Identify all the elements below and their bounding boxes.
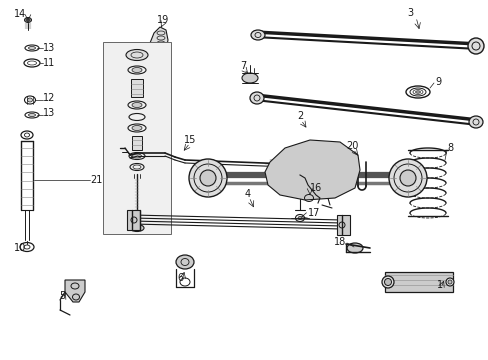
Text: 11: 11 — [43, 58, 55, 68]
Text: 6: 6 — [177, 273, 183, 283]
Text: 13: 13 — [43, 108, 55, 118]
Polygon shape — [150, 27, 168, 53]
Ellipse shape — [415, 91, 420, 93]
Text: 9: 9 — [434, 77, 440, 87]
Text: 14: 14 — [14, 9, 26, 19]
Text: 17: 17 — [307, 208, 320, 218]
Ellipse shape — [381, 276, 393, 288]
Ellipse shape — [132, 126, 142, 131]
Ellipse shape — [176, 255, 194, 269]
Text: 15: 15 — [183, 135, 196, 145]
Bar — [131, 79, 142, 97]
Text: 7: 7 — [240, 61, 245, 71]
Text: 5: 5 — [59, 291, 65, 301]
Text: 3: 3 — [406, 8, 412, 18]
Ellipse shape — [24, 18, 31, 23]
Text: 16: 16 — [309, 183, 322, 193]
Text: 19: 19 — [157, 15, 169, 25]
Ellipse shape — [189, 159, 226, 197]
Ellipse shape — [399, 170, 415, 186]
Ellipse shape — [132, 68, 142, 72]
Text: 20: 20 — [345, 141, 357, 151]
Text: 12: 12 — [43, 93, 55, 103]
Text: 18: 18 — [333, 237, 346, 247]
Text: 21: 21 — [90, 175, 102, 185]
Ellipse shape — [468, 116, 482, 128]
Text: 10: 10 — [14, 243, 26, 253]
Ellipse shape — [28, 113, 36, 117]
Ellipse shape — [297, 216, 302, 220]
Ellipse shape — [200, 170, 216, 186]
Ellipse shape — [447, 280, 451, 284]
Ellipse shape — [28, 46, 36, 50]
Text: 4: 4 — [244, 189, 250, 199]
Text: 1: 1 — [436, 280, 442, 290]
Polygon shape — [127, 210, 140, 230]
Polygon shape — [65, 280, 85, 302]
Ellipse shape — [250, 30, 264, 40]
Bar — [103, 42, 171, 234]
Ellipse shape — [132, 154, 141, 158]
Text: 2: 2 — [296, 111, 303, 121]
Polygon shape — [264, 140, 359, 200]
Ellipse shape — [242, 73, 258, 83]
Ellipse shape — [126, 49, 148, 60]
Ellipse shape — [132, 103, 142, 108]
Ellipse shape — [384, 279, 391, 285]
Ellipse shape — [467, 38, 483, 54]
Ellipse shape — [27, 98, 32, 102]
Bar — [132, 136, 142, 150]
Ellipse shape — [346, 243, 362, 253]
Ellipse shape — [249, 92, 264, 104]
Ellipse shape — [26, 18, 30, 22]
Ellipse shape — [130, 225, 143, 231]
Bar — [384, 272, 452, 292]
Polygon shape — [336, 215, 349, 235]
Ellipse shape — [388, 159, 426, 197]
Ellipse shape — [445, 278, 453, 286]
Text: 8: 8 — [446, 143, 452, 153]
Text: 13: 13 — [43, 43, 55, 53]
